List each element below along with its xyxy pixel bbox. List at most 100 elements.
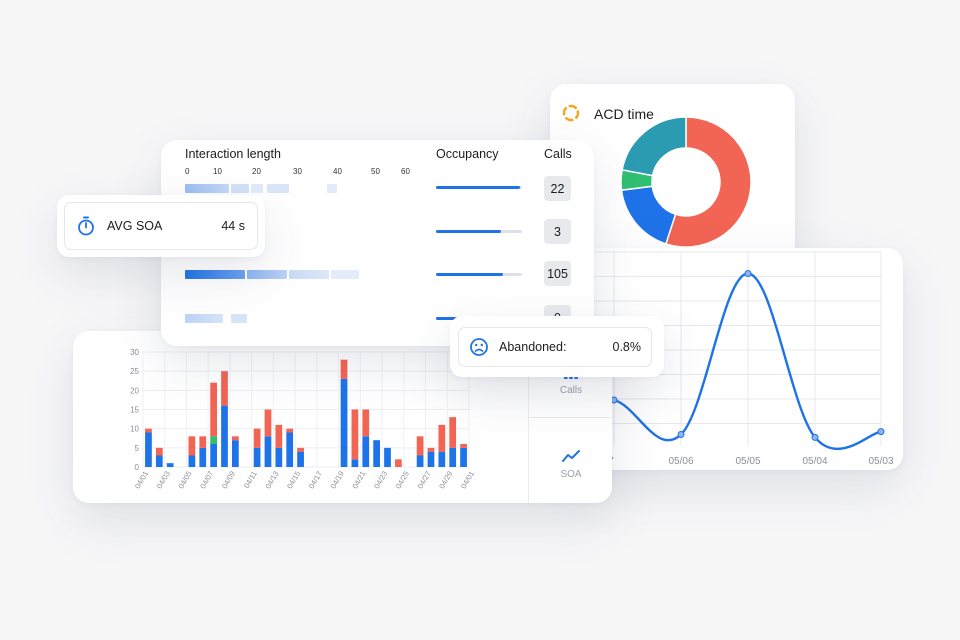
- ring-loader-icon: [562, 104, 580, 122]
- calls-count: 3: [544, 219, 571, 244]
- x-tick-label: 04/01: [133, 470, 150, 491]
- x-tick-label: 04/27: [416, 470, 433, 491]
- bar-segment: [460, 444, 467, 448]
- acd-donut-chart: [620, 116, 752, 248]
- bar-segment: [231, 436, 239, 441]
- bar-segment: [188, 436, 196, 456]
- data-point: [877, 428, 885, 436]
- x-tick-label: 04/23: [372, 470, 389, 491]
- x-tick-label: 04/17: [307, 470, 324, 491]
- trend-line-icon: [562, 450, 580, 462]
- interaction-length-header: Interaction length: [185, 147, 281, 161]
- x-tick-label: 04/01: [459, 470, 476, 491]
- avg-soa-inner: AVG SOA 44 s: [64, 202, 258, 250]
- x-tick-label: 05/03: [868, 456, 893, 467]
- occupancy-fill: [436, 230, 501, 233]
- bar-segment: [253, 447, 261, 467]
- y-tick-label: 20: [130, 386, 139, 395]
- bar-segment: [264, 436, 272, 467]
- nav-soa[interactable]: SOA: [529, 449, 612, 480]
- acd-title: ACD time: [594, 106, 654, 122]
- bar-segment: [416, 455, 424, 467]
- bar-segment: [373, 440, 381, 467]
- bar-segment: [449, 447, 457, 467]
- tick-label: 40: [333, 167, 342, 176]
- bar-segment: [253, 428, 261, 448]
- interaction-ticks: 0 10 20 30 40 50 60: [185, 167, 425, 179]
- abandoned-label: Abandoned:: [499, 340, 567, 354]
- tick-label: 60: [401, 167, 410, 176]
- y-tick-label: 15: [130, 406, 139, 415]
- x-tick-label: 04/09: [220, 470, 237, 491]
- x-tick-label: 04/25: [394, 470, 411, 491]
- calls-count: 105: [544, 261, 571, 286]
- bar-segment: [199, 447, 207, 467]
- abandoned-card: Abandoned: 0.8%: [450, 316, 664, 377]
- bar-segment: [297, 447, 304, 452]
- x-tick-label: 04/15: [285, 470, 302, 491]
- x-tick-label: 05/05: [735, 456, 760, 467]
- occupancy-bar: [436, 273, 522, 276]
- bar-segment: [286, 432, 294, 467]
- y-tick-label: 10: [130, 425, 139, 434]
- bar-segment: [340, 378, 348, 467]
- occupancy-bar: [436, 230, 522, 233]
- bar-segment: [199, 436, 207, 448]
- bar-segment: [297, 451, 304, 467]
- avg-soa-value: 44 s: [221, 219, 245, 233]
- bar-segment: [264, 409, 272, 437]
- bar-segment: [210, 436, 218, 444]
- bar-segment: [394, 459, 402, 467]
- x-tick-label: 05/04: [802, 456, 827, 467]
- bar-segment: [340, 359, 348, 379]
- nav-divider: [529, 417, 612, 418]
- tick-label: 50: [371, 167, 380, 176]
- bar-segment: [438, 451, 446, 467]
- bar-segment: [438, 424, 446, 452]
- bar-segment: [155, 455, 163, 467]
- tick-label: 30: [293, 167, 302, 176]
- bar-segment: [275, 424, 283, 448]
- data-point: [677, 431, 685, 438]
- acd-header: [562, 104, 580, 122]
- occupancy-header: Occupancy: [436, 147, 499, 161]
- y-tick-label: 0: [135, 463, 140, 472]
- bar-segment: [427, 451, 435, 467]
- bar-segment: [155, 447, 163, 456]
- donut-slice: [664, 116, 752, 248]
- tick-label: 10: [213, 167, 222, 176]
- bar-segment: [351, 409, 359, 460]
- donut-slice: [621, 116, 687, 177]
- bar-segment: [188, 455, 196, 467]
- bar-segment: [427, 447, 435, 452]
- x-tick-label: 04/03: [155, 470, 172, 491]
- y-tick-label: 25: [130, 367, 139, 376]
- sad-face-icon: [470, 338, 488, 356]
- occupancy-fill: [436, 186, 521, 189]
- bar-segment: [416, 436, 424, 456]
- bar-segment: [449, 417, 457, 448]
- abandoned-value: 0.8%: [612, 340, 642, 354]
- y-tick-label: 5: [135, 444, 140, 453]
- calls-header: Calls: [544, 147, 572, 161]
- bar-segment: [362, 436, 370, 467]
- nav-calls-label: Calls: [559, 385, 583, 396]
- bar-segment: [166, 463, 174, 467]
- nav-soa-label: SOA: [560, 469, 582, 480]
- data-point: [811, 433, 819, 441]
- x-tick-label: 04/11: [242, 470, 259, 490]
- stopwatch-icon: [78, 216, 94, 236]
- bar-segment: [145, 428, 152, 433]
- interaction-length-card: Interaction length Occupancy Calls 0 10 …: [161, 140, 594, 346]
- x-tick-label: 04/21: [350, 470, 367, 491]
- bar-segment: [210, 382, 218, 437]
- data-point: [744, 270, 752, 277]
- tick-label: 0: [185, 167, 190, 176]
- x-tick-label: 04/19: [329, 470, 346, 491]
- x-tick-label: 04/29: [437, 470, 454, 491]
- bar-segment: [460, 447, 467, 467]
- bar-segment: [210, 444, 218, 467]
- bar-segment: [384, 447, 391, 467]
- avg-soa-label: AVG SOA: [107, 219, 163, 233]
